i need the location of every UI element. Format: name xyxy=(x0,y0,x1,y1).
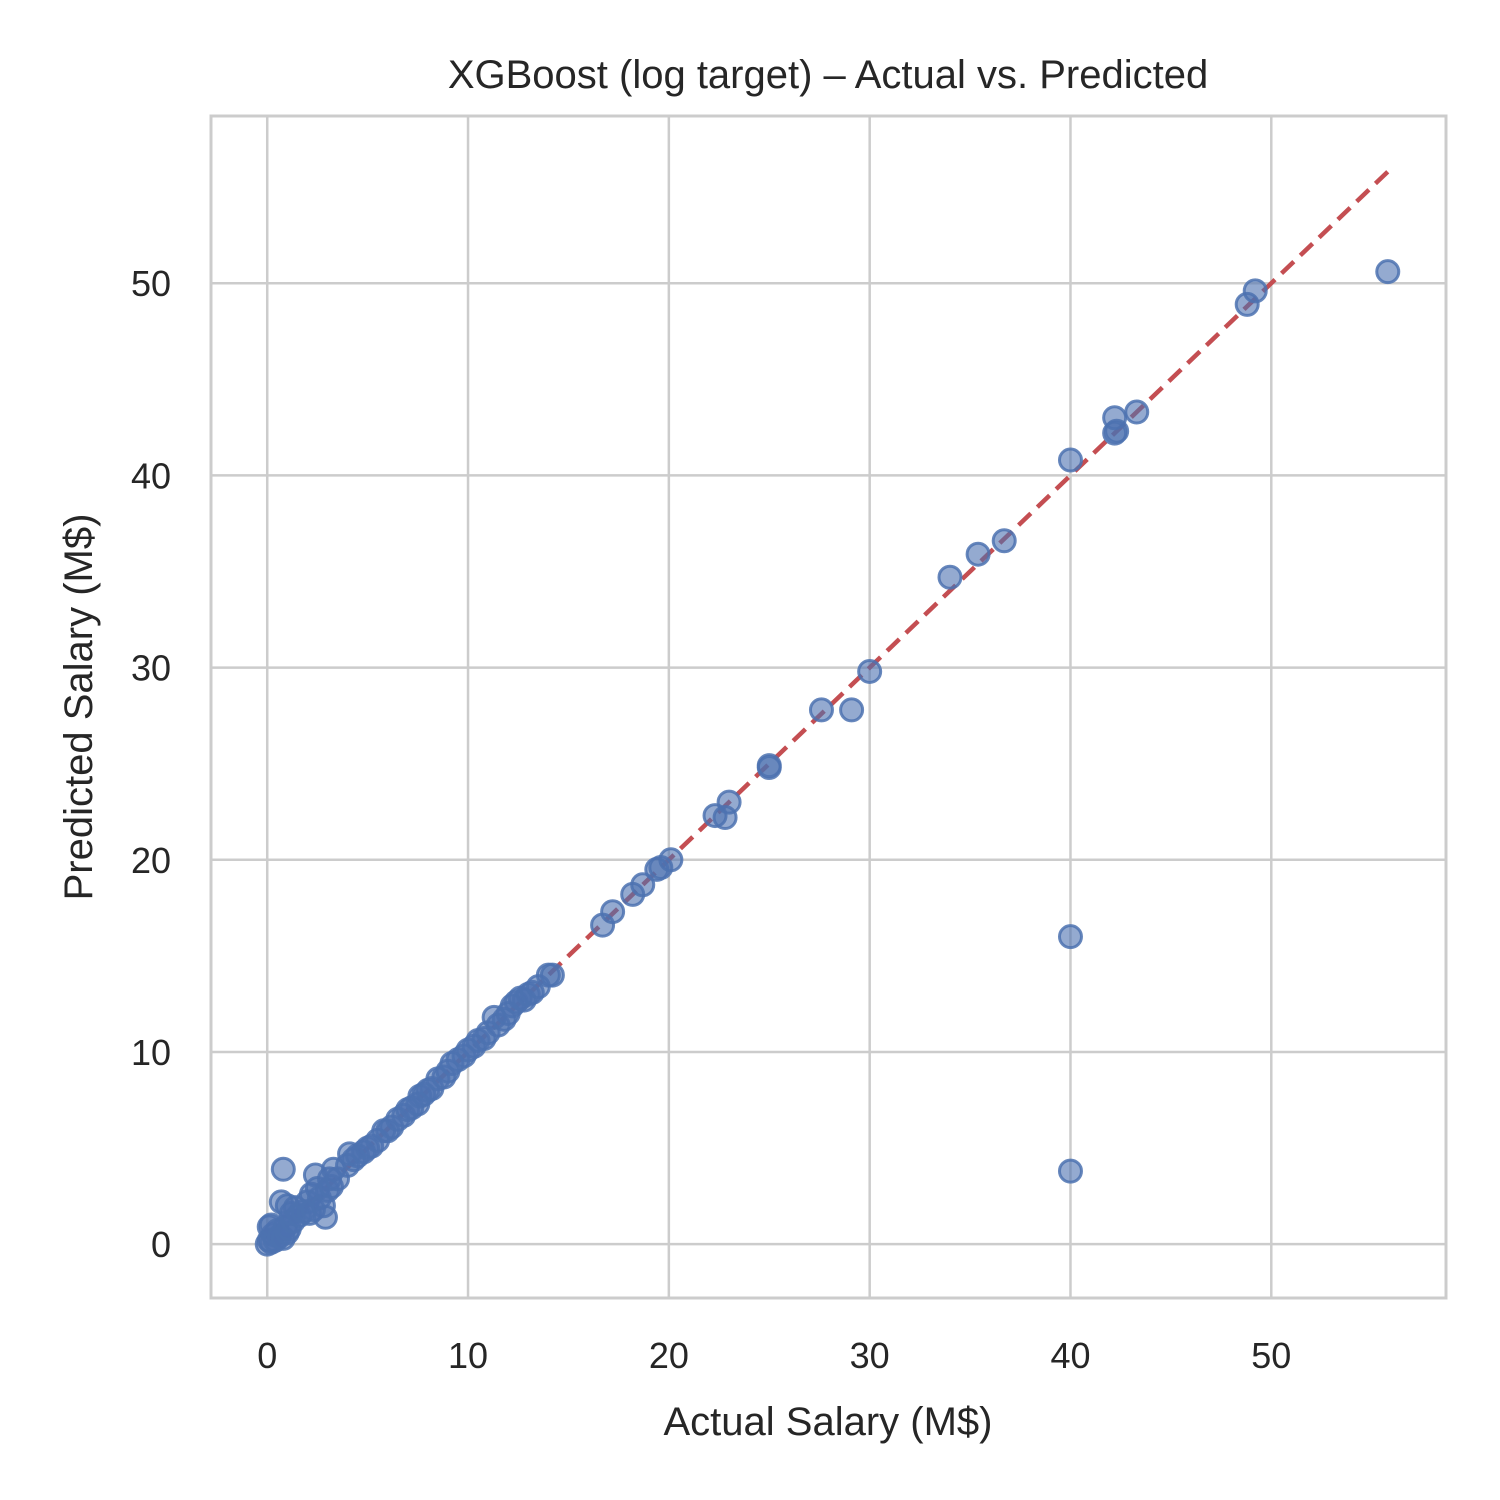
y-axis-label: Predicted Salary (M$) xyxy=(57,514,101,901)
data-point xyxy=(312,1204,338,1230)
data-point xyxy=(716,789,742,815)
x-tick-labels: 0 10 20 30 40 50 xyxy=(257,1335,1291,1376)
data-point xyxy=(539,962,565,988)
data-point xyxy=(600,899,626,925)
y-tick-label-20: 20 xyxy=(131,840,171,881)
data-point xyxy=(630,872,656,898)
data-point xyxy=(1104,418,1130,444)
x-axis-label: Actual Salary (M$) xyxy=(664,1400,993,1444)
data-point xyxy=(965,541,991,567)
data-point xyxy=(1124,399,1150,425)
x-tick-label-30: 30 xyxy=(850,1335,890,1376)
data-point xyxy=(857,658,883,684)
y-tick-label-30: 30 xyxy=(131,648,171,689)
data-point xyxy=(1242,278,1268,304)
y-tick-label-0: 0 xyxy=(151,1224,171,1265)
data-point xyxy=(658,847,684,873)
data-point xyxy=(1057,924,1083,950)
y-tick-labels: 0 10 20 30 40 50 xyxy=(131,263,171,1265)
data-point xyxy=(1057,1158,1083,1184)
plot-frame xyxy=(209,114,1448,1300)
grid xyxy=(211,116,1446,1298)
data-point xyxy=(1375,259,1401,285)
data-point xyxy=(839,697,865,723)
scatter-points xyxy=(254,259,1401,1257)
x-tick-label-50: 50 xyxy=(1251,1335,1291,1376)
y-tick-label-40: 40 xyxy=(131,455,171,496)
x-tick-label-40: 40 xyxy=(1050,1335,1090,1376)
y-tick-label-10: 10 xyxy=(131,1032,171,1073)
data-point xyxy=(270,1156,296,1182)
data-point xyxy=(937,564,963,590)
chart-title: XGBoost (log target) – Actual vs. Predic… xyxy=(448,53,1208,97)
data-point xyxy=(756,755,782,781)
data-point xyxy=(808,697,834,723)
y-tick-label-50: 50 xyxy=(131,263,171,304)
data-point xyxy=(991,528,1017,554)
x-tick-label-10: 10 xyxy=(448,1335,488,1376)
x-tick-label-0: 0 xyxy=(257,1335,277,1376)
data-point xyxy=(1057,447,1083,473)
x-tick-label-20: 20 xyxy=(649,1335,689,1376)
